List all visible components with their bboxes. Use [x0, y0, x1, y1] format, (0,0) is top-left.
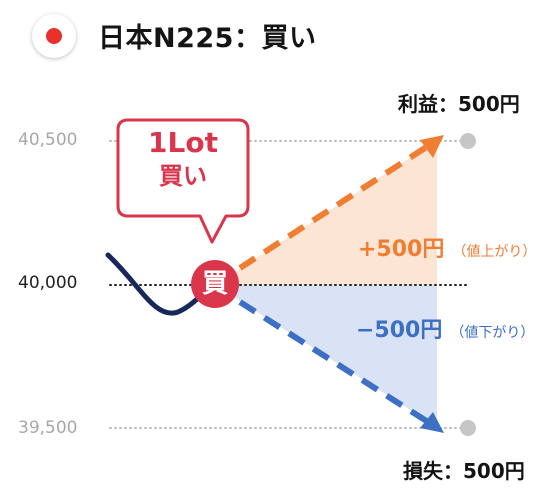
loss-arrow-line	[238, 299, 430, 425]
callout-bubble	[116, 118, 250, 244]
loss-target-dot	[460, 420, 476, 436]
buy-marker-label: 買	[201, 269, 228, 299]
gain-label: +500円 （値上がり）	[358, 231, 536, 263]
gain-note: （値上がり）	[452, 244, 537, 260]
callout-lot: 1Lot	[148, 126, 218, 159]
loss-arrow-head	[420, 412, 444, 433]
loss-target-label: 損失：500円	[403, 459, 525, 483]
gain-amount: +500円	[358, 237, 445, 262]
drop-note: （値下がり）	[450, 325, 535, 341]
profit-target-dot	[460, 133, 476, 149]
y-label-top: 40,500	[18, 130, 78, 150]
profit-target-label: 利益：500円	[398, 92, 520, 116]
gain-arrow-head	[420, 135, 444, 158]
y-label-bottom: 39,500	[18, 418, 78, 438]
japan-flag-icon	[32, 14, 76, 58]
buy-marker-circle	[191, 260, 239, 308]
drop-label: −500円 （値下がり）	[356, 312, 534, 344]
gain-arrow-line	[238, 143, 430, 271]
callout-text: 1Lot 買い	[124, 126, 242, 192]
page-title: 日本N225：買い	[98, 23, 317, 54]
callout-action: 買い	[159, 162, 207, 190]
drop-amount: −500円	[356, 318, 443, 343]
y-label-mid: 40,000	[18, 273, 78, 293]
